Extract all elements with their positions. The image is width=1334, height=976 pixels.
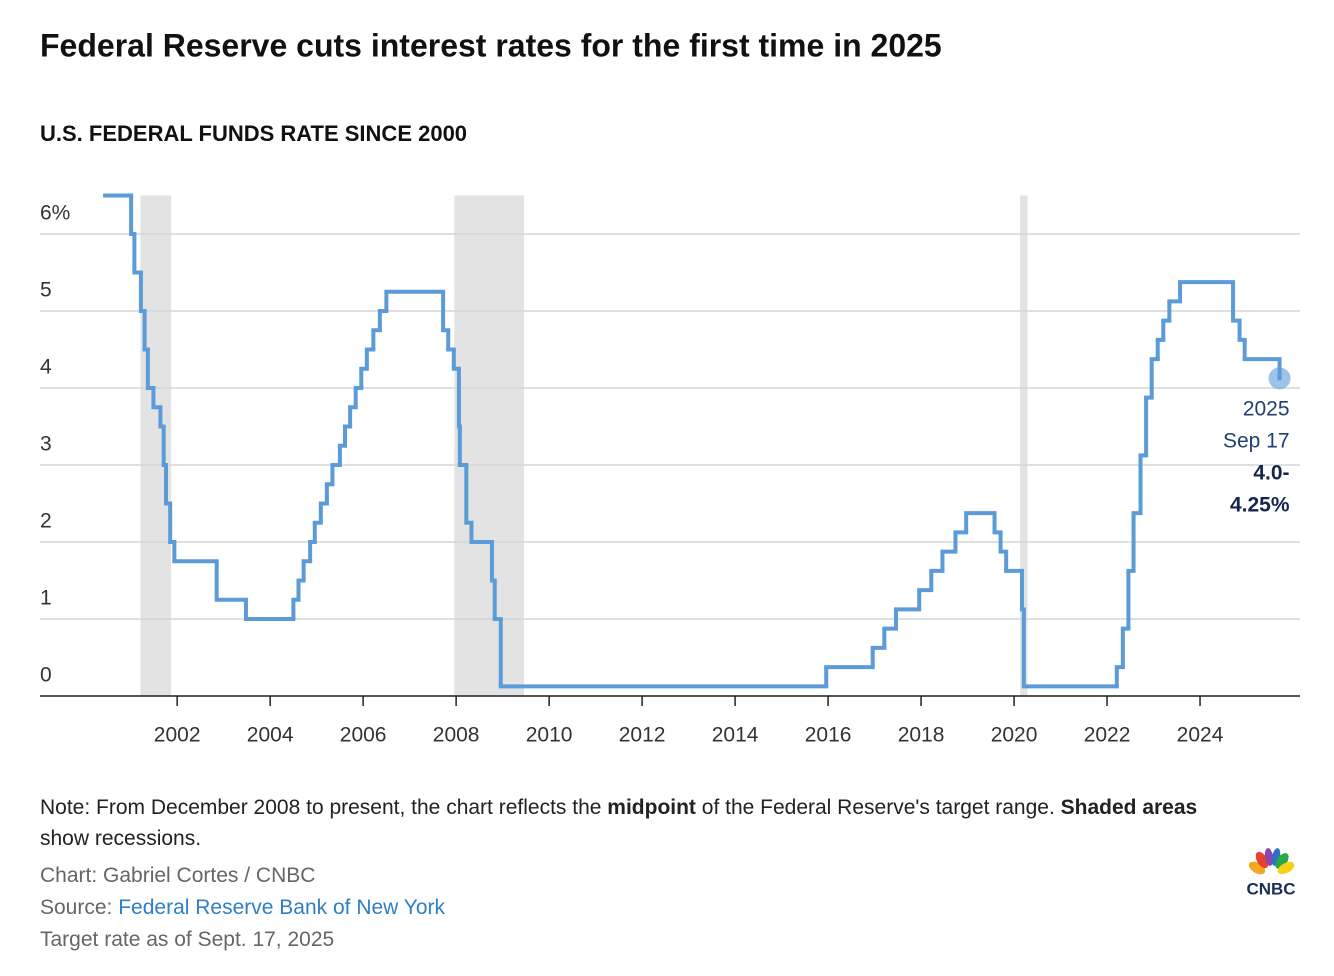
y-tick-label: 6%	[40, 202, 70, 225]
credit: Chart: Gabriel Cortes / CNBC	[40, 864, 316, 887]
recession-band	[140, 195, 172, 696]
x-tick-label: 2014	[712, 724, 759, 747]
x-tick-label: 2024	[1177, 724, 1224, 747]
chart-title: Federal Reserve cuts interest rates for …	[40, 27, 942, 63]
x-tick-label: 2010	[526, 724, 573, 747]
source: Source: Federal Reserve Bank of New York	[40, 896, 445, 920]
recession-band	[454, 195, 525, 696]
x-tick-label: 2006	[340, 724, 387, 747]
note-bold: Shaded areas	[1060, 796, 1198, 819]
x-tick-label: 2018	[898, 724, 945, 747]
annotation: Sep 17	[1223, 430, 1290, 453]
annotation: 2025	[1243, 398, 1290, 421]
x-tick-label: 2020	[991, 724, 1038, 747]
y-tick-label: 1	[40, 587, 52, 610]
note-text: of the Federal Reserve's target range.	[695, 796, 1061, 819]
x-tick-label: 2016	[805, 724, 852, 747]
source-link[interactable]: Federal Reserve Bank of New York	[118, 896, 446, 919]
note: Note: From December 2008 to present, the…	[40, 792, 1220, 854]
as-of: Target rate as of Sept. 17, 2025	[40, 928, 335, 951]
y-tick-label: 0	[40, 664, 52, 687]
logo-text: CNBC	[1246, 879, 1295, 898]
recession-band	[1020, 195, 1028, 696]
y-tick-label: 5	[40, 279, 52, 302]
y-tick-label: 4	[40, 356, 52, 379]
x-tick-label: 2012	[619, 724, 666, 747]
note-text: Note: From December 2008 to present, the…	[40, 796, 608, 819]
x-tick-label: 2004	[247, 724, 294, 747]
chart: Federal Reserve cuts interest rates for …	[40, 27, 1300, 747]
y-tick-label: 3	[40, 433, 52, 456]
end-point	[1268, 367, 1291, 390]
source-label: Source:	[40, 896, 119, 919]
x-tick-label: 2002	[154, 724, 201, 747]
note-text: show recessions.	[40, 827, 202, 850]
x-tick-label: 2008	[433, 724, 480, 747]
logo: CNBC	[1246, 848, 1296, 898]
chart-subtitle: U.S. FEDERAL FUNDS RATE SINCE 2000	[40, 121, 467, 146]
y-tick-label: 2	[40, 510, 52, 533]
note-bold: midpoint	[607, 796, 696, 819]
annotation: 4.25%	[1230, 494, 1290, 517]
peacock	[1248, 848, 1295, 875]
x-tick-label: 2022	[1084, 724, 1131, 747]
annotation: 4.0-	[1253, 462, 1289, 485]
